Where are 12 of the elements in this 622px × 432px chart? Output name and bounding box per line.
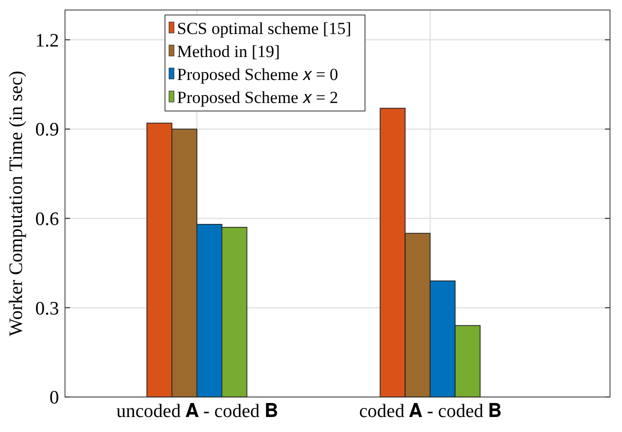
- y-tick-label: 0.3: [35, 298, 59, 320]
- legend-label: Proposed Scheme 𝑥 = 0: [177, 64, 338, 84]
- y-axis-title: Worker Computation Time (in sec): [6, 70, 27, 336]
- legend-label: SCS optimal scheme [15]: [177, 18, 352, 38]
- x-tick-label: uncoded 𝐀 - coded 𝐁: [116, 401, 278, 422]
- x-tick-label: coded 𝐀 - coded 𝐁: [359, 401, 502, 422]
- legend-label: Proposed Scheme 𝑥 = 2: [177, 88, 338, 107]
- legend-label: Method in [19]: [177, 42, 280, 61]
- y-tick-label: 1.2: [35, 30, 59, 52]
- y-tick-label: 0: [50, 388, 59, 409]
- y-tick-label: 0.9: [35, 120, 59, 141]
- y-tick-label: 0.6: [35, 209, 59, 230]
